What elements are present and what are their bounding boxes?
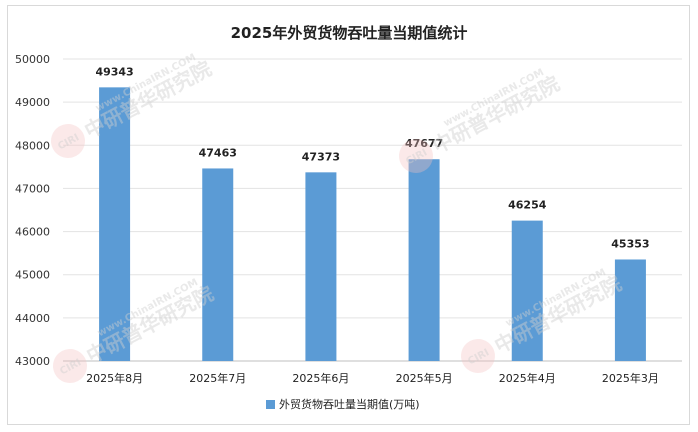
data-label: 47373 (302, 150, 340, 163)
y-tick-label: 43000 (15, 355, 50, 368)
x-category-label: 2025年7月 (189, 371, 246, 385)
data-label: 49343 (95, 65, 133, 78)
chart-canvas: 2025年外贸货物吞吐量当期值统计 43000 44000 45000 46000 47… (15, 24, 682, 411)
chart-container: 2025年外贸货物吞吐量当期值统计 43000 44000 45000 46000 47… (7, 5, 690, 425)
bar-series (99, 87, 646, 362)
bar (99, 87, 131, 362)
data-labels: 49343 47463 47373 47677 46254 45353 (95, 65, 649, 250)
y-tick-label: 46000 (15, 226, 50, 239)
y-tick-label: 49000 (15, 96, 50, 109)
chart-title: 2025年外贸货物吞吐量当期值统计 (231, 24, 468, 42)
x-axis-categories: 2025年8月 2025年7月 2025年6月 2025年5月 2025年4月 2025年… (86, 371, 659, 385)
legend: 外贸货物吞吐量当期值(万吨) (266, 397, 420, 411)
y-tick-label: 44000 (15, 312, 50, 325)
legend-label: 外贸货物吞吐量当期值(万吨) (279, 397, 420, 411)
bar (305, 172, 337, 361)
data-label: 46254 (508, 199, 547, 212)
x-category-label: 2025年6月 (292, 371, 349, 385)
bar (511, 220, 543, 361)
bar (614, 259, 646, 361)
watermark-logo-icon (51, 124, 85, 158)
watermark-brand: 中研普华研究院 (490, 271, 625, 358)
data-label: 47463 (199, 146, 237, 159)
data-label: 47677 (405, 137, 443, 150)
watermark-logo-icon (399, 139, 433, 173)
y-tick-label: 45000 (15, 269, 50, 282)
y-tick-label: 50000 (15, 53, 50, 66)
y-tick-label: 47000 (15, 182, 50, 195)
grid-lines (63, 58, 682, 362)
data-label: 45353 (611, 237, 649, 250)
x-category-label: 2025年5月 (396, 371, 453, 385)
x-category-label: 2025年4月 (499, 371, 556, 385)
x-category-label: 2025年3月 (602, 371, 659, 385)
watermark-logo-icon (461, 339, 495, 373)
legend-swatch (266, 400, 275, 409)
x-category-label: 2025年8月 (86, 371, 143, 385)
watermark-logo-icon (53, 349, 87, 383)
bar (202, 168, 234, 361)
bar (408, 159, 440, 361)
y-tick-label: 48000 (15, 139, 50, 152)
y-axis-ticks: 43000 44000 45000 46000 47000 48000 49000 50000 (15, 53, 50, 368)
